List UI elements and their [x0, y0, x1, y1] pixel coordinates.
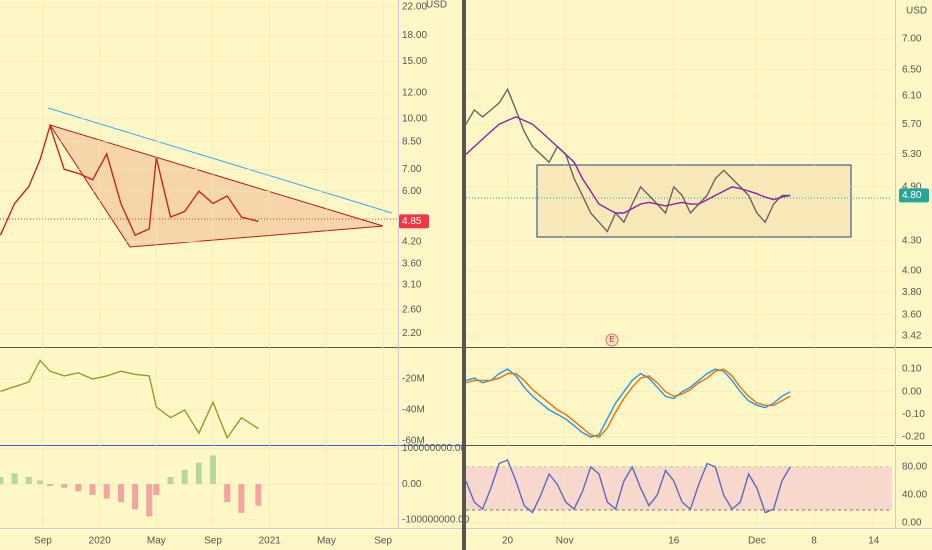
- y-tick-label: 5.70: [902, 119, 922, 130]
- y-tick-label: 3.10: [402, 279, 422, 290]
- range-box: [536, 164, 852, 238]
- y-tick-label: 10.00: [402, 113, 427, 124]
- series-line: [465, 368, 791, 438]
- y-tick-label: 100000000.00: [402, 443, 466, 454]
- histogram-bar: [210, 455, 217, 485]
- x-tick-label: Sep: [204, 536, 222, 547]
- histogram-bar: [117, 484, 124, 503]
- y-tick-label: 4.90: [902, 181, 922, 192]
- histogram-bar: [0, 476, 4, 485]
- x-tick-label: Nov: [556, 536, 574, 547]
- y-tick-label: 0.00: [402, 479, 422, 490]
- x-tick-label: Dec: [748, 536, 766, 547]
- y-tick-label: 15.00: [402, 56, 427, 67]
- split-divider: [462, 0, 466, 550]
- histogram-bar: [195, 462, 202, 485]
- y-tick-label: 0.10: [902, 364, 922, 375]
- price-tag-label: 4.80: [902, 190, 922, 201]
- y-tick-label: 4.20: [402, 236, 422, 247]
- y-tick-label: 3.42: [902, 331, 922, 342]
- y-tick-label: -40M: [402, 405, 425, 416]
- x-tick-label: May: [317, 536, 336, 547]
- series-line: [465, 459, 791, 514]
- y-tick-label: 6.50: [902, 64, 922, 75]
- y-tick-label: -0.20: [902, 432, 925, 443]
- series-line: [0, 359, 259, 440]
- x-tick-label: 16: [668, 536, 680, 547]
- stoch-band: [466, 467, 892, 510]
- x-tick-label: Sep: [374, 536, 392, 547]
- series-line: [465, 368, 791, 438]
- price-tag-label: 4.85: [402, 216, 422, 227]
- histogram-bar: [75, 484, 82, 492]
- histogram-bar: [255, 484, 262, 506]
- y-tick-label: 5.30: [902, 149, 922, 160]
- y-tick-label: 80.00: [902, 462, 927, 473]
- histogram-bar: [146, 484, 153, 517]
- series-line: [0, 123, 259, 237]
- x-tick-label: 2020: [89, 536, 112, 547]
- y-tick-label: 8.50: [402, 136, 422, 147]
- histogram-bar: [103, 484, 110, 499]
- trend-line: [47, 107, 393, 214]
- y-tick-label: 6.00: [402, 186, 422, 197]
- y-tick-label: 18.00: [402, 30, 427, 41]
- x-tick-label: 14: [868, 536, 880, 547]
- histogram-bar: [153, 484, 160, 495]
- histogram-bar: [25, 476, 32, 485]
- y-tick-label: 3.60: [902, 309, 922, 320]
- unit-label: USD: [906, 6, 927, 17]
- y-tick-label: -20M: [402, 374, 425, 385]
- triangle-pattern: [48, 124, 384, 248]
- y-tick-label: -60M: [402, 436, 425, 447]
- y-tick-label: -100000000.00: [402, 515, 470, 526]
- histogram-bar: [89, 484, 96, 495]
- y-tick-label: 0.00: [902, 518, 922, 529]
- histogram-bar: [224, 484, 231, 503]
- y-tick-label: 3.60: [402, 258, 422, 269]
- y-tick-label: 40.00: [902, 490, 927, 501]
- y-tick-label: 3.80: [902, 287, 922, 298]
- price-tag: [399, 214, 429, 229]
- y-tick-label: 7.00: [402, 164, 422, 175]
- annotation: E: [609, 335, 614, 344]
- x-tick-label: Sep: [34, 536, 52, 547]
- series-line: [465, 116, 791, 214]
- y-tick-label: -0.10: [902, 409, 925, 420]
- histogram-bar: [61, 484, 68, 488]
- histogram-bar: [132, 484, 139, 510]
- y-tick-label: 4.30: [902, 236, 922, 247]
- histogram-bar: [47, 484, 54, 486]
- x-tick-label: 8: [811, 536, 817, 547]
- histogram-bar: [37, 480, 44, 485]
- y-tick-label: 2.60: [402, 304, 422, 315]
- x-tick-label: 2021: [259, 536, 282, 547]
- x-tick-label: 20: [502, 536, 514, 547]
- unit-label: USD: [426, 0, 447, 11]
- y-tick-label: 0.00: [902, 386, 922, 397]
- histogram-bar: [167, 476, 174, 485]
- y-tick-label: 4.00: [902, 266, 922, 277]
- x-tick-label: May: [147, 536, 166, 547]
- y-tick-label: 12.00: [402, 88, 427, 99]
- y-tick-label: 7.00: [902, 34, 922, 45]
- y-tick-label: 22.00: [402, 2, 427, 13]
- y-tick-label: 2.20: [402, 328, 422, 339]
- price-tag: [899, 188, 929, 203]
- histogram-bar: [238, 484, 245, 513]
- y-tick-label: 6.10: [902, 91, 922, 102]
- histogram-bar: [11, 473, 18, 485]
- earnings-marker: [605, 333, 619, 347]
- series-line: [465, 87, 791, 233]
- histogram-bar: [181, 469, 188, 485]
